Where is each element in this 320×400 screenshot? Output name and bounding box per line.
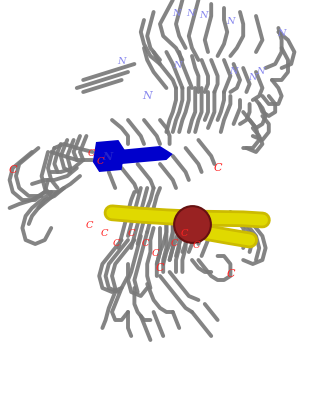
Text: N: N <box>199 12 207 20</box>
Text: N: N <box>117 58 126 66</box>
Text: C: C <box>9 165 17 175</box>
Text: N: N <box>229 68 238 76</box>
Text: C: C <box>193 242 201 250</box>
Text: N: N <box>173 62 182 70</box>
Text: N: N <box>102 150 112 162</box>
Text: C: C <box>171 240 178 248</box>
Text: C: C <box>151 250 159 258</box>
Polygon shape <box>118 146 173 164</box>
Text: C: C <box>86 222 93 230</box>
Text: C: C <box>142 240 149 248</box>
Text: C: C <box>87 150 95 158</box>
Text: N: N <box>257 68 265 76</box>
Text: N: N <box>277 30 286 38</box>
Polygon shape <box>93 140 125 172</box>
Text: C: C <box>213 163 222 173</box>
Text: C: C <box>127 230 135 238</box>
Text: N: N <box>172 10 180 18</box>
Text: N: N <box>142 91 152 101</box>
Point <box>189 221 195 227</box>
Text: C: C <box>226 269 235 279</box>
Text: C: C <box>156 263 164 273</box>
Text: C: C <box>180 230 188 238</box>
Text: N: N <box>186 10 195 18</box>
Text: N: N <box>249 74 257 82</box>
Text: C: C <box>100 230 108 238</box>
Text: C: C <box>97 158 105 166</box>
Text: C: C <box>113 240 121 248</box>
Text: N: N <box>226 18 235 26</box>
